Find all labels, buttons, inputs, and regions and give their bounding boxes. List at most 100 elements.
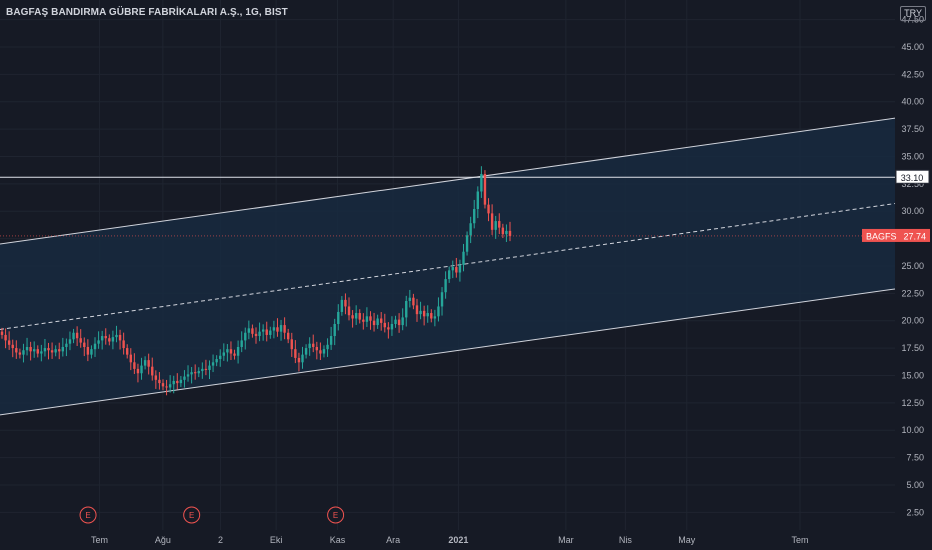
candle-body [219, 355, 222, 360]
candle-body [222, 352, 226, 356]
y-tick-label: 2.50 [906, 507, 924, 517]
x-tick-label: Mar [558, 535, 574, 545]
y-tick-label: 5.00 [906, 480, 924, 490]
candle-body [143, 360, 147, 366]
x-tick-label: Nis [619, 535, 632, 545]
y-tick-label: 10.00 [901, 425, 924, 435]
x-tick-label: 2 [218, 535, 223, 545]
candle-body [483, 173, 487, 205]
candle-body [405, 300, 408, 318]
earnings-marker[interactable] [327, 506, 345, 524]
candle-body [50, 350, 54, 353]
candle-body [383, 322, 386, 328]
x-tick-label: Tem [791, 535, 808, 545]
candle-body [376, 318, 379, 326]
candle-body [233, 353, 236, 356]
candle-body [118, 334, 122, 341]
candle-body [354, 313, 358, 319]
candle-body [473, 209, 476, 224]
candle-body [458, 264, 462, 273]
candle-body [43, 348, 47, 352]
candle-body [75, 332, 79, 339]
earnings-label: E [189, 511, 194, 520]
candle-body [340, 299, 344, 312]
earnings-marker[interactable] [183, 506, 201, 524]
candle-body [193, 372, 197, 374]
candle-body [140, 365, 143, 374]
candle-body [322, 349, 326, 354]
candle-body [7, 340, 11, 345]
candle-body [18, 352, 22, 355]
candle-body [254, 333, 258, 337]
candle-body [408, 297, 412, 301]
candle-body [247, 328, 251, 333]
candle-body [304, 348, 308, 355]
y-tick-label: 17.50 [901, 343, 924, 353]
candle-body [115, 334, 118, 338]
candle-body [501, 227, 505, 235]
y-tick-label: 25.00 [901, 261, 924, 271]
candle-body [229, 349, 233, 354]
candle-body [297, 357, 301, 363]
candle-body [100, 336, 104, 341]
currency-badge[interactable]: TRY [900, 6, 926, 21]
y-tick-label: 42.50 [901, 69, 924, 79]
candle-body [258, 331, 261, 337]
candle-body [433, 316, 437, 319]
earnings-marker[interactable] [79, 506, 97, 524]
candle-body [11, 344, 14, 349]
y-tick-label: 7.50 [906, 453, 924, 463]
candle-body [176, 380, 179, 384]
candle-body [244, 332, 247, 341]
candle-body [286, 332, 290, 340]
candle-body [83, 342, 86, 347]
y-tick-label: 15.00 [901, 370, 924, 380]
candle-body [333, 323, 336, 337]
candle-body [61, 346, 65, 352]
candle-body [269, 330, 272, 335]
candle-body [211, 362, 215, 366]
candle-body [15, 348, 18, 353]
candle-body [97, 340, 100, 344]
candle-body [29, 346, 32, 352]
candle-body [362, 319, 365, 322]
candle-body [358, 313, 361, 320]
candle-body [326, 344, 329, 350]
y-tick-label: 22.50 [901, 288, 924, 298]
candle-body [36, 349, 39, 354]
candle-body [394, 319, 397, 324]
candle-body [465, 235, 469, 252]
chart-title: BAGFAŞ BANDIRMA GÜBRE FABRİKALARI A.Ş., … [6, 7, 288, 18]
candle-body [65, 343, 68, 347]
candle-body [294, 349, 297, 358]
candle-body [437, 306, 440, 317]
x-tick-label: 2021 [448, 535, 468, 545]
candle-body [226, 349, 229, 353]
candle-body [261, 329, 265, 332]
candle-body [47, 348, 50, 351]
x-tick-label: Ağu [155, 535, 171, 545]
candle-body [197, 371, 200, 374]
candle-body [397, 319, 401, 326]
candle-body [415, 305, 419, 315]
candle-body [365, 316, 369, 322]
candle-body [236, 346, 240, 356]
candle-body [133, 362, 136, 369]
candle-body [0, 331, 4, 335]
candle-body [265, 329, 268, 335]
candle-body [455, 267, 458, 273]
candle-body [272, 327, 276, 331]
candle-body [111, 337, 115, 342]
earnings-label: E [333, 511, 338, 520]
candle-body [369, 316, 372, 321]
candle-body [126, 348, 129, 355]
candle-body [451, 267, 454, 271]
candle-body [283, 325, 286, 333]
candle-body [347, 306, 351, 316]
level-label-box [895, 169, 930, 184]
candle-body [430, 313, 433, 319]
candle-body [276, 327, 279, 332]
candle-body [25, 346, 29, 351]
candle-body [4, 334, 7, 341]
